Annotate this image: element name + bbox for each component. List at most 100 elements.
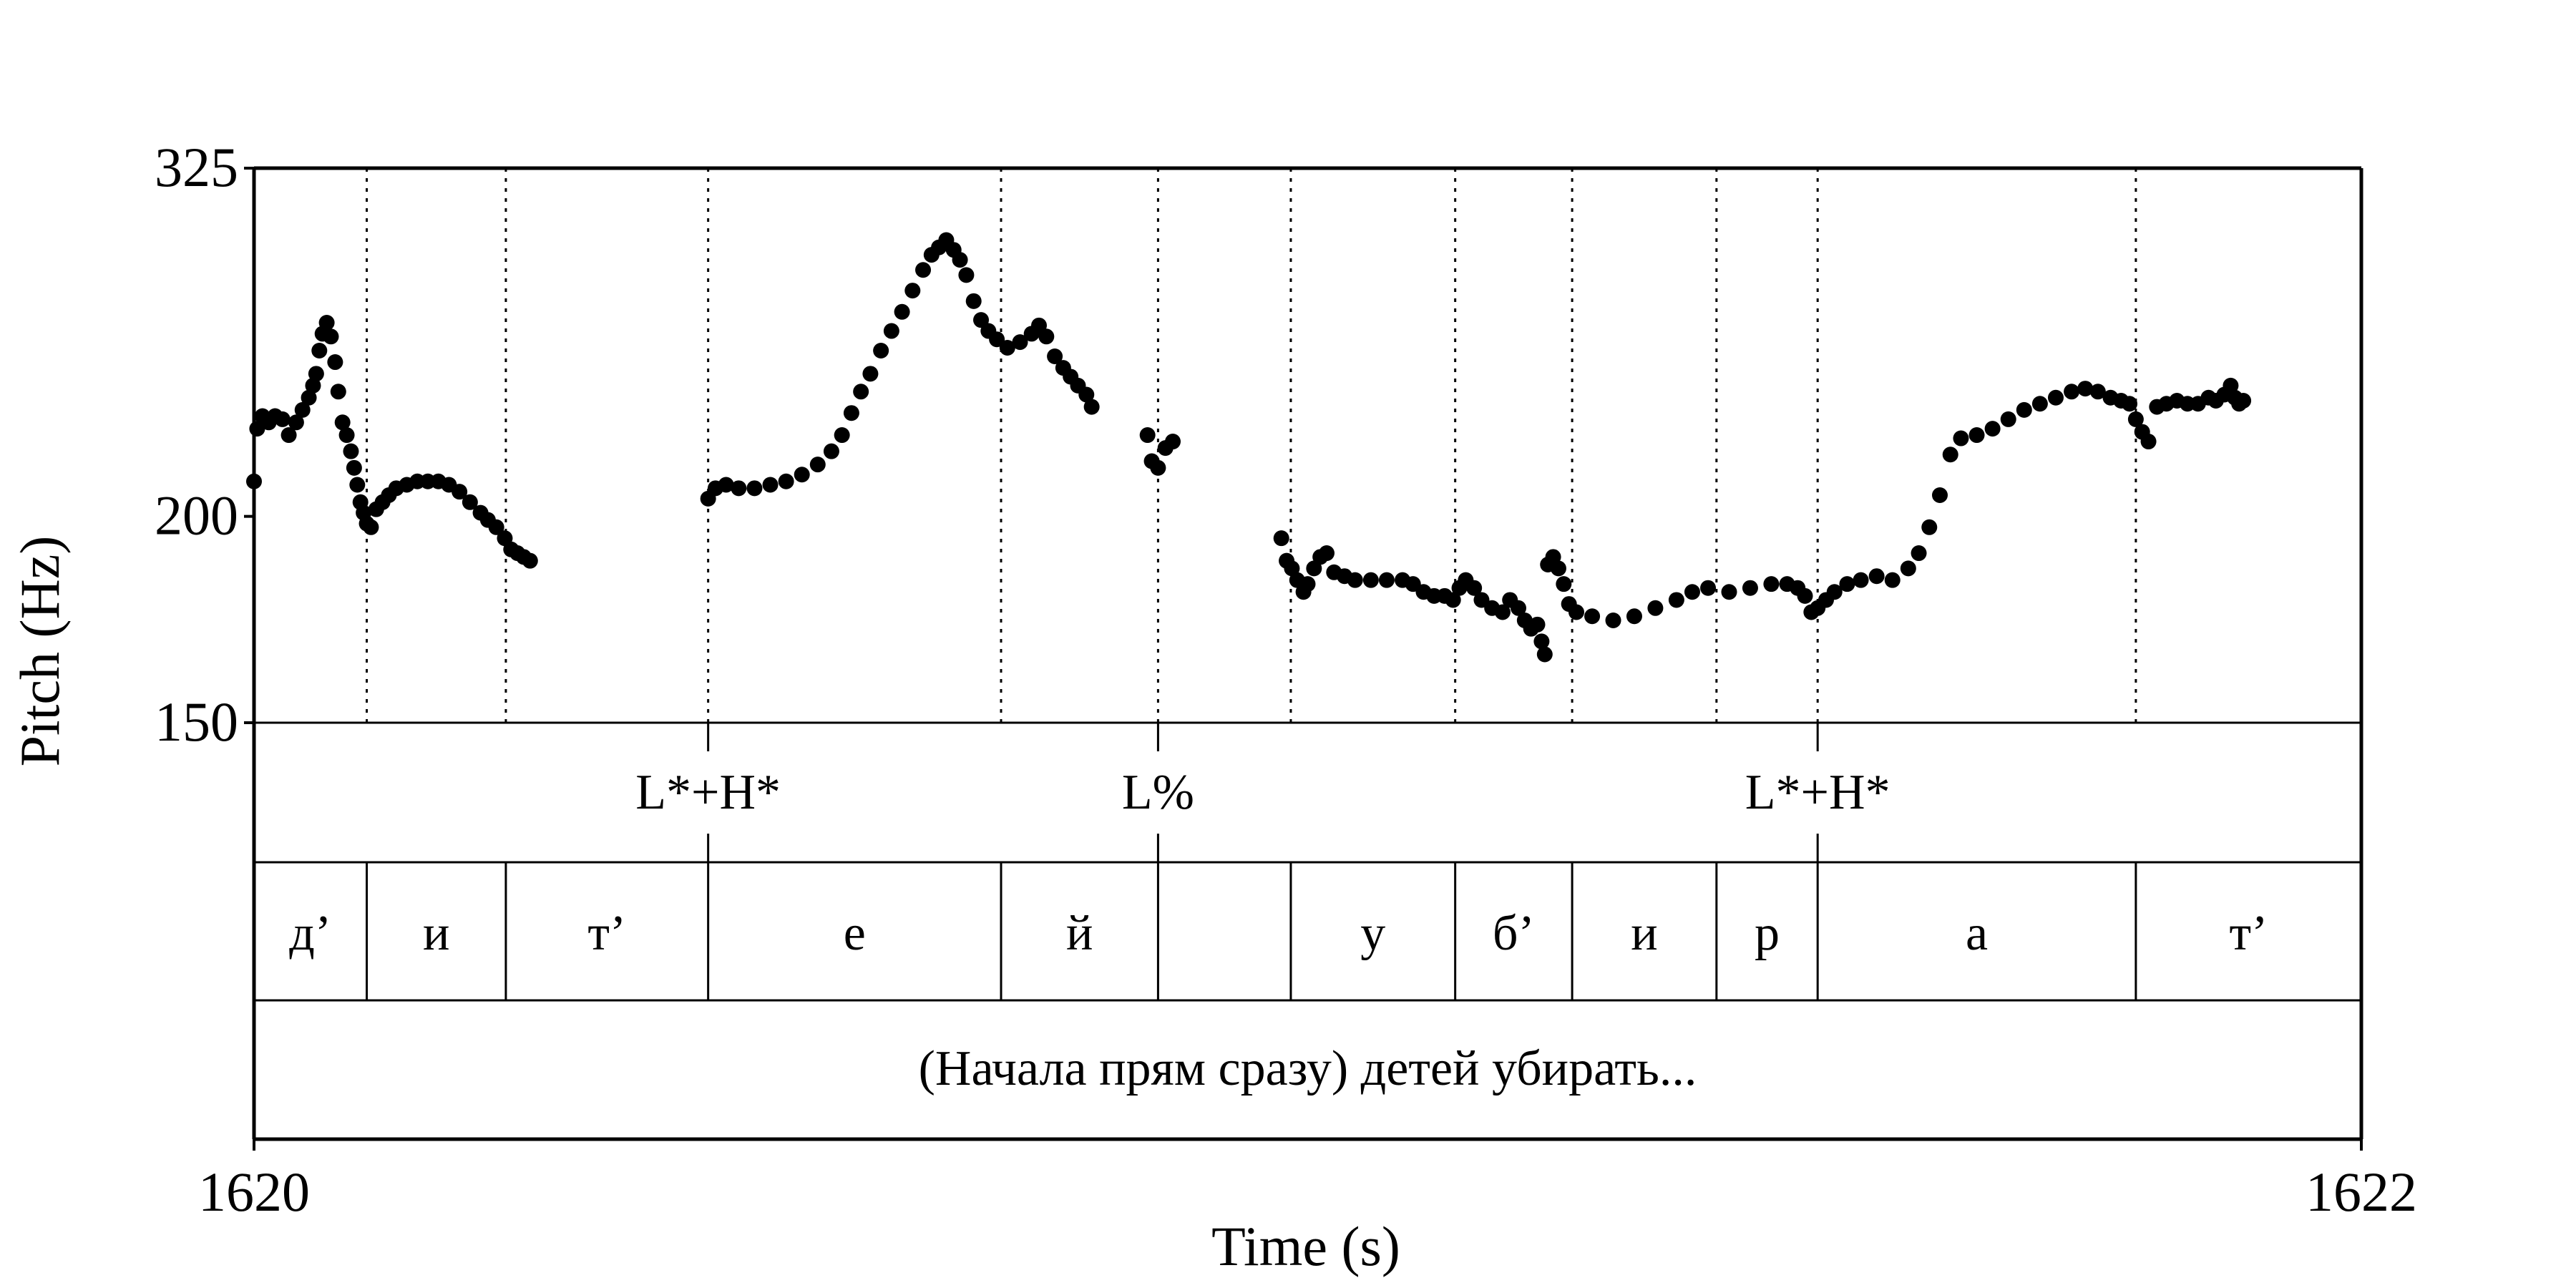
pitch-point (1533, 633, 1550, 650)
pitch-point (2127, 411, 2144, 427)
pitch-point (1968, 427, 1985, 444)
segment-label: б’ (1493, 906, 1535, 961)
pitch-point (762, 477, 779, 493)
pitch-point (1083, 399, 1100, 415)
segment-label: т’ (2229, 906, 2268, 961)
segment-label: й (1066, 906, 1093, 961)
pitch-point (2140, 434, 2157, 450)
y-axis-label: Pitch (Hz) (9, 536, 71, 767)
pitch-point (746, 480, 763, 497)
pitch-point (1684, 584, 1700, 600)
pitch-point (718, 477, 734, 493)
pitch-point (1078, 386, 1095, 403)
pitch-point (2064, 384, 2080, 400)
pitch-point (999, 340, 1015, 356)
pitch-point (2016, 401, 2032, 418)
pitch-point (1953, 430, 1969, 447)
segment-label: и (1631, 906, 1657, 961)
pitch-point (843, 405, 859, 421)
pitch-point (2122, 396, 2138, 412)
pitch-point (1529, 616, 1546, 633)
annotation-tiers: L*+H* L% L*+H* д’ и т’ е й у б’ и р а т’ (Начала прям … (289, 723, 2268, 1096)
pitch-point (1012, 334, 1028, 351)
pitch-point (330, 384, 346, 400)
pitch-point (349, 477, 366, 493)
boundary-lines (366, 168, 2137, 723)
pitch-point (1984, 421, 2001, 437)
pitch-point (1031, 317, 1048, 333)
segment-label: и (423, 906, 449, 961)
pitch-point (731, 480, 747, 497)
pitch-point (1668, 592, 1684, 608)
pitch-point (1932, 487, 1948, 504)
pitch-point (1362, 572, 1379, 588)
pitch-point (1347, 572, 1363, 588)
pitch-point (338, 427, 355, 444)
pitch-point (1556, 576, 1572, 592)
pitch-point (1536, 646, 1553, 663)
pitch-point (323, 328, 339, 345)
pitch-point (294, 401, 311, 418)
pitch-point (308, 366, 324, 382)
pitch-point (488, 519, 504, 535)
pitch-point (1445, 592, 1461, 608)
pitch-point (809, 457, 826, 473)
pitch-point (1626, 608, 1642, 625)
pitch-point (1511, 600, 1526, 616)
pitch-point (862, 366, 879, 382)
pitch-point (834, 427, 850, 444)
segment-label: а (1966, 906, 1988, 961)
pitch-point (1273, 530, 1289, 547)
tone-label: L% (1122, 765, 1194, 820)
pitch-point (794, 467, 810, 483)
pitch-point (311, 342, 328, 358)
pitch-point (1319, 545, 1335, 562)
pitch-point (1550, 560, 1566, 577)
pitch-point (1721, 584, 1737, 600)
pitch-point (1466, 580, 1483, 596)
pitch-point (2223, 377, 2239, 394)
pitch-point (1826, 584, 1843, 600)
pitch-point (873, 342, 889, 358)
pitch-point (1900, 560, 1916, 577)
tone-label: L*+H* (635, 765, 781, 820)
pitch-point (301, 389, 317, 406)
pitch-point (894, 303, 910, 320)
pitch-point (952, 252, 968, 268)
pitch-point (1797, 587, 1813, 604)
pitch-point (327, 354, 343, 371)
pitch-point (2077, 381, 2094, 397)
y-tick-label: 325 (155, 136, 238, 198)
pitch-point (288, 414, 304, 431)
pitch-point (1306, 560, 1322, 577)
pitch-point (2000, 411, 2016, 427)
pitch-point (958, 267, 975, 283)
pitch-point (343, 443, 359, 459)
pitch-point (883, 323, 899, 339)
pitch-point (1763, 576, 1780, 592)
pitch-point (778, 473, 794, 489)
pitch-point (904, 283, 921, 299)
pitch-point (1299, 576, 1316, 592)
x-axis-label: Time (s) (1211, 1215, 1400, 1277)
pitch-point (334, 414, 351, 431)
pitch-point (274, 411, 291, 427)
y-tick-label: 150 (155, 691, 238, 753)
pitch-point (1378, 572, 1395, 588)
segment-label: р (1755, 906, 1780, 961)
pitch-point (305, 377, 321, 394)
pitch-point (1038, 328, 1055, 345)
segment-label: у (1360, 906, 1385, 961)
pitch-point (1942, 447, 1958, 463)
plot-frames (252, 166, 2363, 1141)
pitch-point (1165, 434, 1181, 450)
axes: 150 200 325 1620 1622 (155, 136, 2417, 1223)
pitch-point (965, 293, 982, 309)
pitch-point (522, 552, 538, 569)
segment-label: д’ (289, 906, 331, 961)
pitch-point (2235, 392, 2252, 409)
pitch-point (1494, 604, 1511, 620)
x-tick-label: 1620 (198, 1161, 310, 1223)
pitch-point (1584, 608, 1601, 625)
